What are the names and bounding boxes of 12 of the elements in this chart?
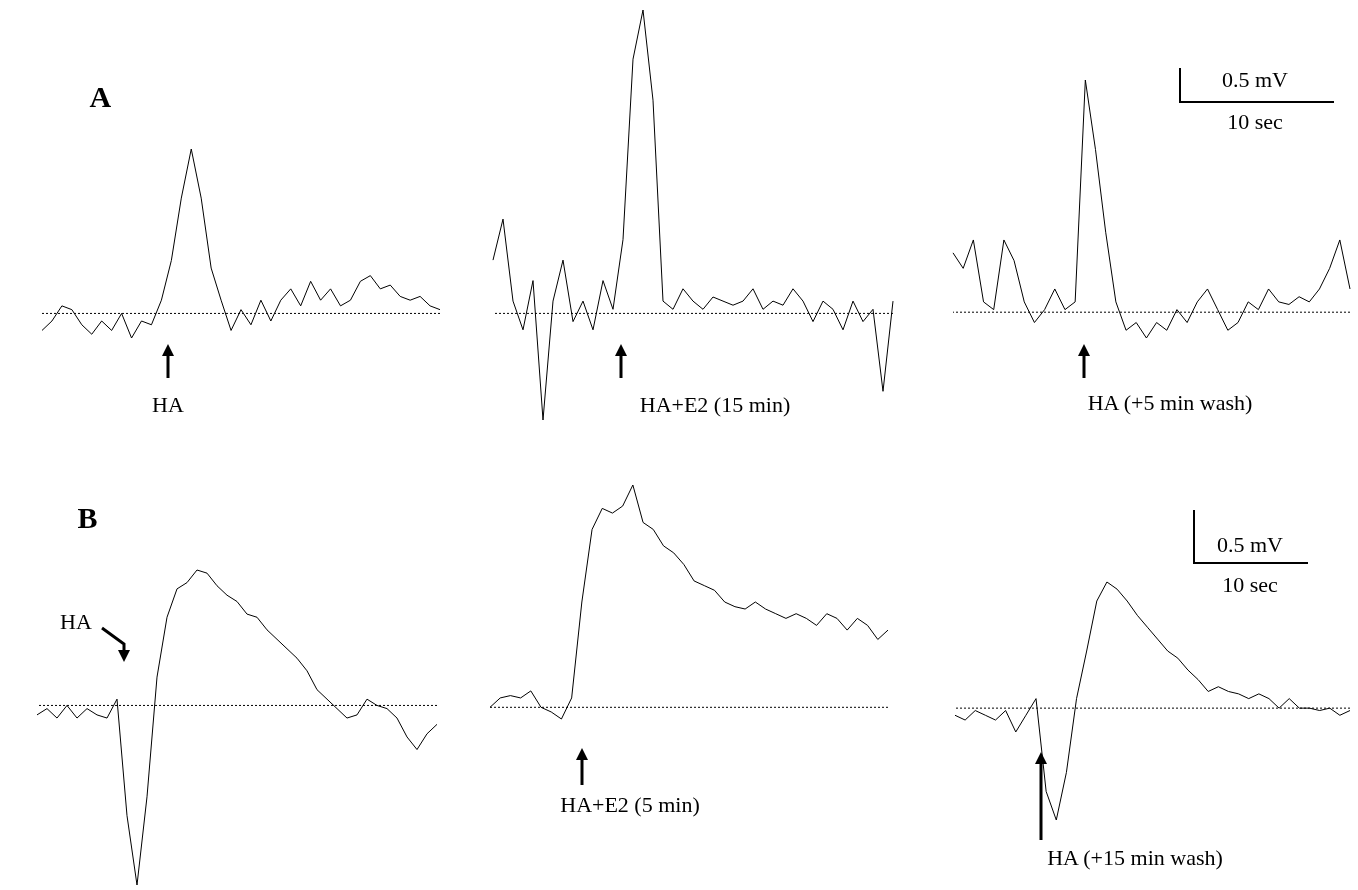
annotation: 10 sec xyxy=(1222,572,1279,597)
annotation: 10 sec xyxy=(1227,109,1284,134)
text: HA+E2 (5 min) xyxy=(560,792,700,817)
text: HA (+15 min wash) xyxy=(1047,845,1223,870)
annotation: HA+E2 (15 min) xyxy=(639,392,791,417)
text: HA xyxy=(152,392,184,417)
annotation: 0.5 mV xyxy=(1222,67,1289,92)
annotation: HA xyxy=(60,609,92,634)
chart-title: A xyxy=(89,79,112,113)
text: HA (+5 min wash) xyxy=(1087,390,1253,415)
text: 0.5 mV xyxy=(1217,532,1284,557)
chart-title: B xyxy=(77,500,98,534)
